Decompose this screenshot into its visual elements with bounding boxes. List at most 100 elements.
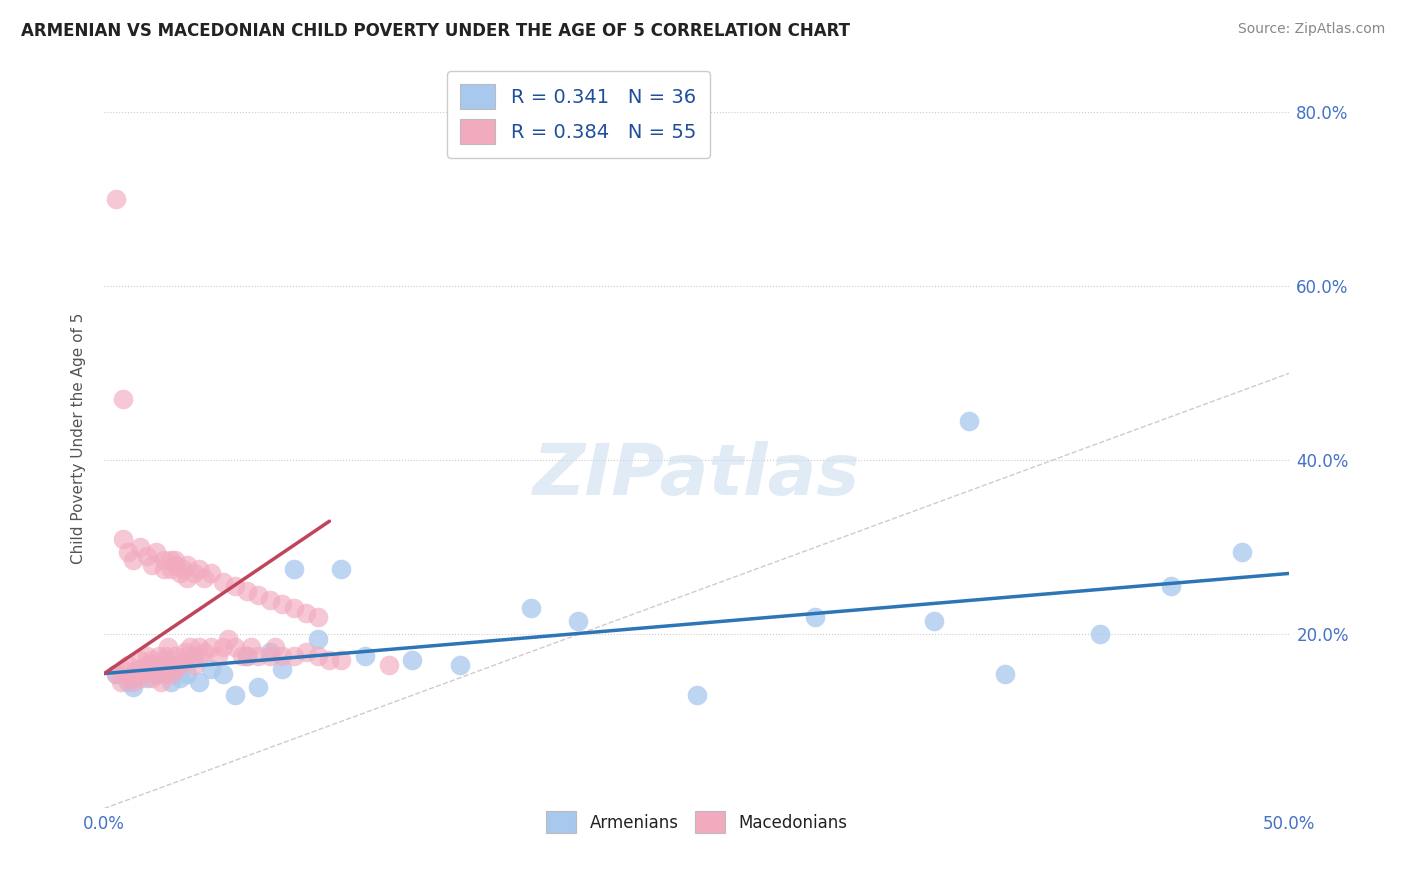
Point [207,649,229,664]
Point [240,640,263,655]
Point [318,653,340,667]
Point [165,662,187,676]
Point [152,553,174,567]
Point [136,657,159,672]
Point [112,392,135,407]
Point [121,675,143,690]
Point [188,562,211,576]
Point [686,688,709,702]
Point [224,640,246,655]
Point [271,649,294,664]
Point [172,562,194,576]
Point [176,558,198,572]
Point [307,649,329,664]
Point [169,657,191,672]
Point [330,562,353,576]
Point [159,553,181,567]
Point [152,653,174,667]
Point [128,653,150,667]
Point [128,662,150,676]
Point [165,553,187,567]
Point [520,601,543,615]
Point [271,597,294,611]
Point [200,640,222,655]
Point [169,566,191,581]
Text: ARMENIAN VS MACEDONIAN CHILD POVERTY UNDER THE AGE OF 5 CORRELATION CHART: ARMENIAN VS MACEDONIAN CHILD POVERTY UND… [21,22,851,40]
Point [247,649,270,664]
Point [354,649,377,664]
Point [307,632,329,646]
Point [247,680,270,694]
Point [567,615,589,629]
Point [183,657,205,672]
Point [141,671,163,685]
Point [804,610,827,624]
Point [141,662,163,676]
Point [165,649,187,664]
Text: Source: ZipAtlas.com: Source: ZipAtlas.com [1237,22,1385,37]
Point [128,671,150,685]
Point [401,653,423,667]
Point [121,553,143,567]
Point [121,680,143,694]
Point [188,640,211,655]
Point [294,606,316,620]
Point [179,640,201,655]
Point [994,666,1017,681]
Point [141,653,163,667]
Point [193,571,215,585]
Point [152,666,174,681]
Point [159,562,181,576]
Point [957,414,980,428]
Point [128,541,150,555]
Point [136,671,159,685]
Point [259,649,281,664]
Point [922,615,945,629]
Point [283,601,305,615]
Point [231,649,253,664]
Point [283,649,305,664]
Point [264,640,287,655]
Point [283,562,305,576]
Point [183,566,205,581]
Point [155,649,177,664]
Point [105,192,128,206]
Point [128,666,150,681]
Point [330,653,353,667]
Point [121,666,143,681]
Point [136,549,159,563]
Point [169,671,191,685]
Point [145,666,167,681]
Point [188,649,211,664]
Point [141,558,163,572]
Point [150,675,173,690]
Point [165,662,187,676]
Point [377,657,399,672]
Point [127,662,149,676]
Point [152,657,174,672]
Point [188,675,211,690]
Point [211,640,233,655]
Y-axis label: Child Poverty Under the Age of 5: Child Poverty Under the Age of 5 [72,313,86,564]
Point [307,610,329,624]
Text: ZIPatlas: ZIPatlas [533,441,860,510]
Point [259,592,281,607]
Point [145,666,167,681]
Point [1160,579,1182,593]
Point [117,675,139,690]
Point [247,588,270,602]
Point [176,571,198,585]
Point [110,675,132,690]
Point [211,666,233,681]
Point [217,632,239,646]
Point [200,662,222,676]
Point [159,666,181,681]
Point [235,649,257,664]
Point [294,645,316,659]
Point [271,662,294,676]
Point [235,583,257,598]
Point [176,666,198,681]
Point [211,575,233,590]
Point [1088,627,1111,641]
Point [176,649,198,664]
